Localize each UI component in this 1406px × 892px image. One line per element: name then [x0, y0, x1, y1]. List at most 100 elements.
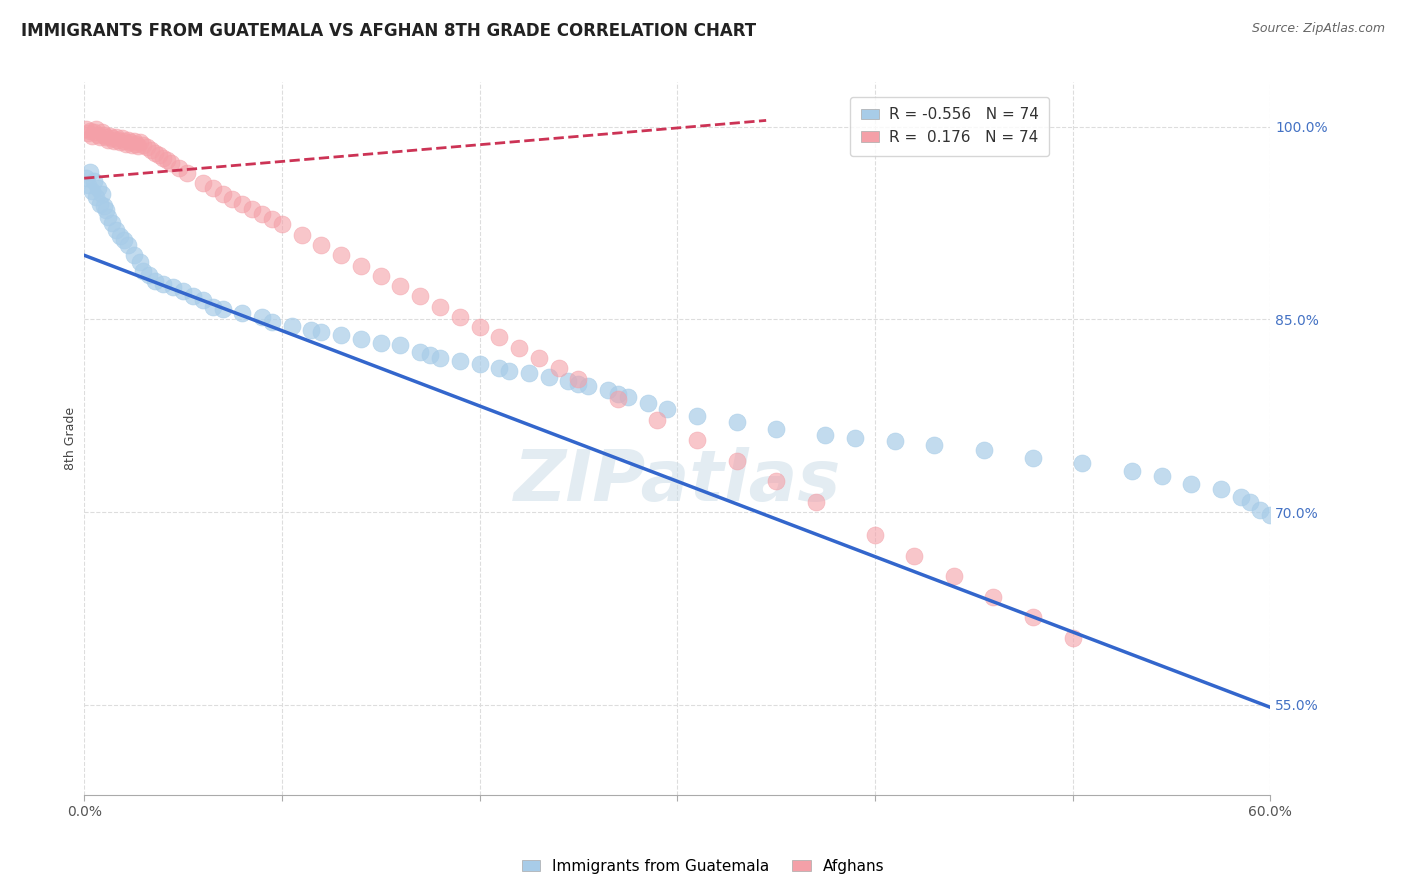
Point: [1022, 451, 1045, 466]
Point: [370, 335, 392, 350]
Point: [94, 130, 117, 145]
Point: [686, 433, 709, 447]
Point: [118, 135, 141, 149]
Point: [122, 248, 145, 262]
Point: [1258, 508, 1281, 522]
Point: [409, 289, 432, 303]
Point: [231, 306, 253, 320]
Point: [122, 134, 145, 148]
Point: [1209, 482, 1232, 496]
Point: [1071, 456, 1094, 470]
Point: [75, 171, 97, 186]
Point: [657, 402, 679, 417]
Point: [983, 590, 1005, 604]
Point: [201, 181, 224, 195]
Point: [637, 396, 659, 410]
Text: ZIPatlas: ZIPatlas: [513, 447, 841, 516]
Text: IMMIGRANTS FROM GUATEMALA VS AFGHAN 8TH GRADE CORRELATION CHART: IMMIGRANTS FROM GUATEMALA VS AFGHAN 8TH …: [21, 22, 756, 40]
Point: [409, 344, 432, 359]
Point: [517, 367, 540, 381]
Point: [280, 318, 302, 333]
Point: [260, 315, 283, 329]
Point: [903, 549, 925, 563]
Point: [942, 569, 965, 583]
Point: [77, 126, 100, 140]
Point: [94, 203, 117, 218]
Point: [389, 279, 412, 293]
Point: [311, 326, 333, 340]
Point: [87, 128, 110, 142]
Point: [576, 379, 599, 393]
Point: [922, 438, 945, 452]
Point: [152, 151, 174, 165]
Point: [117, 238, 139, 252]
Point: [547, 361, 569, 376]
Text: Source: ZipAtlas.com: Source: ZipAtlas.com: [1251, 22, 1385, 36]
Point: [1121, 464, 1143, 478]
Point: [83, 125, 105, 139]
Point: [104, 222, 127, 236]
Point: [79, 124, 101, 138]
Point: [350, 332, 373, 346]
Point: [127, 139, 149, 153]
Point: [80, 128, 103, 143]
Point: [567, 376, 589, 391]
Point: [91, 125, 114, 139]
Point: [765, 475, 787, 489]
Point: [844, 431, 866, 445]
Point: [143, 274, 166, 288]
Point: [84, 190, 107, 204]
Point: [143, 145, 166, 160]
Point: [419, 348, 441, 362]
Point: [468, 320, 491, 334]
Point: [181, 289, 204, 303]
Point: [211, 186, 233, 201]
Point: [498, 364, 520, 378]
Point: [108, 229, 131, 244]
Point: [686, 409, 709, 423]
Point: [765, 422, 787, 436]
Point: [114, 136, 136, 151]
Point: [647, 412, 669, 426]
Point: [101, 131, 124, 145]
Point: [104, 130, 127, 145]
Point: [883, 434, 905, 449]
Point: [93, 128, 115, 142]
Point: [124, 136, 146, 151]
Point: [87, 181, 110, 195]
Point: [152, 277, 174, 291]
Point: [488, 361, 510, 376]
Point: [311, 238, 333, 252]
Point: [350, 259, 373, 273]
Point: [211, 302, 233, 317]
Point: [973, 443, 995, 458]
Point: [537, 370, 560, 384]
Point: [250, 207, 273, 221]
Point: [508, 341, 530, 355]
Point: [449, 310, 471, 324]
Point: [98, 128, 121, 143]
Point: [260, 212, 283, 227]
Point: [138, 268, 160, 282]
Point: [162, 280, 184, 294]
Point: [101, 216, 124, 230]
Point: [240, 202, 263, 216]
Point: [121, 137, 143, 152]
Point: [389, 338, 412, 352]
Point: [291, 227, 314, 242]
Point: [91, 186, 114, 201]
Point: [221, 192, 243, 206]
Point: [191, 293, 214, 308]
Point: [1180, 476, 1202, 491]
Legend: R = -0.556   N = 74, R =  0.176   N = 74: R = -0.556 N = 74, R = 0.176 N = 74: [851, 96, 1049, 156]
Point: [429, 351, 451, 365]
Point: [141, 143, 163, 157]
Point: [80, 184, 103, 198]
Point: [84, 122, 107, 136]
Point: [468, 358, 491, 372]
Point: [128, 254, 150, 268]
Point: [79, 165, 101, 179]
Y-axis label: 8th Grade: 8th Grade: [65, 407, 77, 470]
Point: [103, 134, 125, 148]
Point: [176, 166, 198, 180]
